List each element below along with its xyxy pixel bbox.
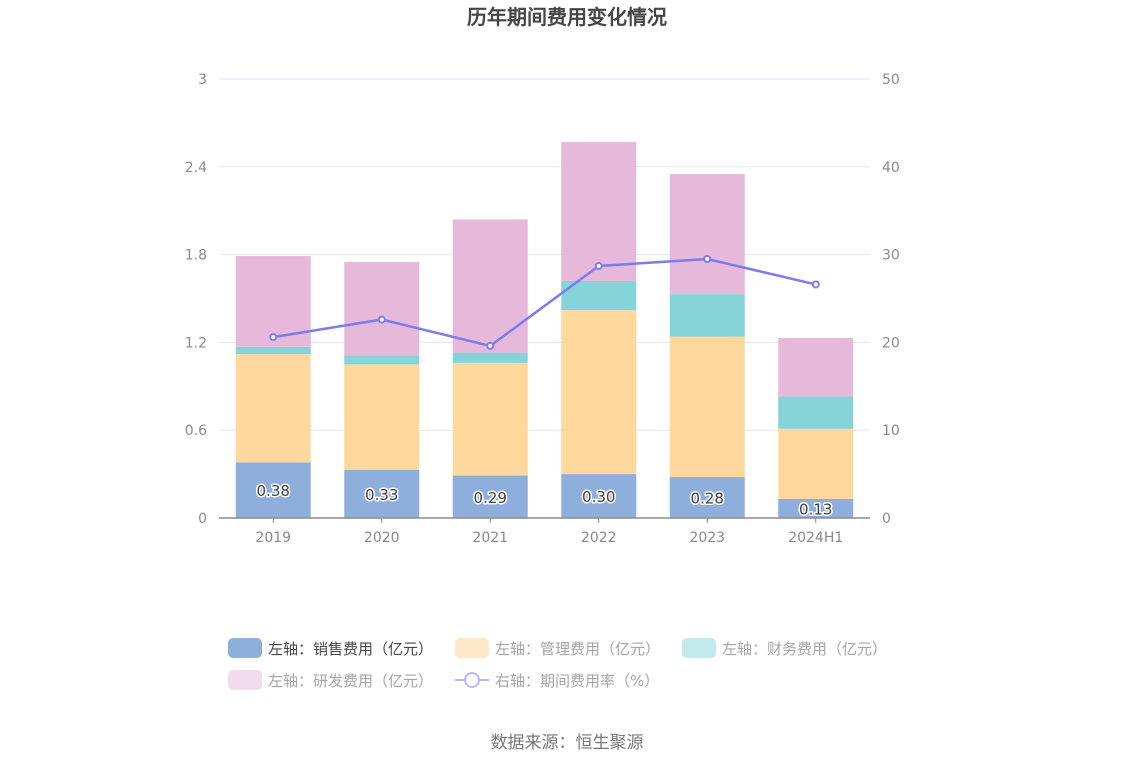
rate-line [269, 254, 820, 350]
left-tick-label: 1.8 [185, 248, 207, 264]
bar-segment [561, 141, 637, 281]
left-tick-label: 2.4 [185, 160, 207, 176]
bar-segment [669, 294, 745, 337]
x-tick-label: 2024H1 [788, 530, 843, 546]
bar-segment [235, 462, 311, 518]
right-tick-label: 10 [882, 423, 900, 439]
bar-value-label: 0.29 [474, 489, 507, 507]
line-marker-icon [455, 670, 490, 690]
legend: 左轴：销售费用（亿元） 左轴：管理费用（亿元） 左轴：财务费用（亿元） 左轴：研… [228, 632, 928, 696]
right-tick-label: 0 [882, 511, 891, 527]
bar-segment [452, 362, 528, 476]
x-tick-label: 2019 [255, 530, 291, 546]
x-tick-label: 2020 [364, 530, 400, 546]
legend-item-sales[interactable]: 左轴：销售费用（亿元） [228, 638, 433, 659]
chart-title: 历年期间费用变化情况 [467, 5, 667, 29]
bar-segment [669, 336, 745, 478]
bar-segment [344, 364, 420, 470]
bar-value-label: 0.33 [365, 486, 398, 504]
bar-segment [235, 354, 311, 463]
legend-label-rate: 右轴：期间费用率（%） [495, 671, 660, 690]
right-tick-label: 40 [882, 160, 900, 176]
rate-point [811, 280, 820, 289]
right-tick-label: 30 [882, 248, 900, 264]
bar-segment [344, 469, 420, 518]
legend-swatch-finance [682, 638, 717, 658]
left-tick-label: 1.2 [185, 335, 207, 351]
bar-segment [561, 474, 637, 518]
bar-value-label: 0.28 [691, 490, 724, 508]
bar-labels: 0.38 0.33 0.29 0.30 0.28 0.13 [255, 481, 834, 520]
legend-label-finance: 左轴：财务费用（亿元） [722, 639, 888, 658]
x-tick-label: 2021 [472, 530, 508, 546]
bar-segment [235, 256, 311, 347]
bar-segment [452, 352, 528, 363]
rate-point [269, 333, 278, 342]
chart-canvas: 历年期间费用变化情况 0 0.6 1.2 1.8 2.4 3 0 10 20 30 40 50 20… [185, 5, 900, 546]
bar-segment [561, 310, 637, 475]
rate-point [594, 262, 603, 271]
right-axis-ticks: 0 10 20 30 40 50 [882, 72, 900, 527]
legend-label-admin: 左轴：管理费用（亿元） [495, 639, 661, 658]
legend-label-rd: 左轴：研发费用（亿元） [268, 671, 434, 690]
bar-segment [235, 346, 311, 355]
x-tick-label: 2022 [581, 530, 617, 546]
left-axis-ticks: 0 0.6 1.2 1.8 2.4 3 [185, 72, 207, 527]
legend-swatch-admin [455, 638, 490, 658]
rate-point [486, 341, 495, 350]
bar-segment [452, 475, 528, 518]
gridlines [219, 78, 870, 431]
bar-segment [669, 477, 745, 518]
right-tick-label: 50 [882, 72, 900, 88]
data-source: 数据来源：恒生聚源 [490, 733, 644, 753]
left-tick-label: 0 [198, 511, 207, 527]
bar-value-label: 0.13 [799, 500, 832, 518]
rate-line-path [273, 257, 817, 348]
right-tick-label: 20 [882, 335, 900, 351]
legend-item-rate[interactable]: 右轴：期间费用率（%） [455, 670, 659, 691]
rate-point [703, 254, 712, 263]
left-tick-label: 3 [198, 72, 207, 88]
bar-segment [778, 338, 854, 397]
x-tick-label: 2023 [689, 530, 725, 546]
bar-segment [778, 498, 854, 518]
legend-item-rd[interactable]: 左轴：研发费用（亿元） [228, 670, 433, 691]
legend-label-sales: 左轴：销售费用（亿元） [268, 639, 434, 658]
bars [235, 141, 854, 518]
bar-segment [778, 428, 854, 499]
bar-value-label: 0.30 [582, 488, 615, 506]
legend-swatch-sales [228, 638, 262, 658]
bar-segment [344, 261, 420, 356]
x-axis: 2019 2020 2021 2022 2023 2024H1 [219, 517, 870, 546]
rate-point [377, 315, 386, 324]
legend-item-finance[interactable]: 左轴：财务费用（亿元） [682, 638, 887, 659]
bar-segment [669, 174, 745, 295]
legend-swatch-rd [228, 670, 262, 690]
bar-segment [778, 396, 854, 429]
left-tick-label: 0.6 [185, 423, 207, 439]
bar-segment [344, 355, 420, 365]
bar-segment [452, 219, 528, 353]
legend-item-admin[interactable]: 左轴：管理费用（亿元） [455, 638, 660, 659]
bar-value-label: 0.38 [257, 482, 290, 500]
